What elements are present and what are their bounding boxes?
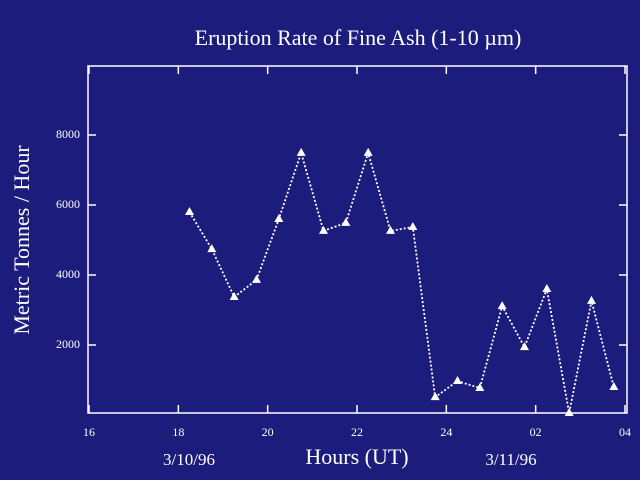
x-tick-label: 02 [530, 425, 542, 439]
data-point [520, 342, 529, 351]
data-point [363, 147, 373, 156]
data-point [564, 408, 574, 417]
data-point [319, 225, 328, 234]
y-tick-label: 2000 [56, 337, 80, 351]
data-point [453, 376, 462, 385]
date-annotation: 3/10/96 [163, 450, 215, 469]
data-point [497, 301, 507, 310]
data-point [274, 214, 284, 222]
x-tick-label: 16 [83, 425, 95, 439]
x-tick-label: 22 [351, 425, 363, 439]
data-point [475, 383, 485, 392]
y-axis-label: Metric Tonnes / Hour [9, 145, 34, 335]
data-point [542, 284, 552, 292]
date-annotation: 3/11/96 [485, 450, 536, 469]
data-point [341, 217, 351, 226]
data-point [229, 292, 239, 301]
data-point [430, 392, 440, 401]
data-point [252, 274, 261, 283]
x-axis-label: Hours (UT) [305, 444, 408, 469]
chart-title: Eruption Rate of Fine Ash (1-10 µm) [195, 25, 522, 50]
data-point [408, 222, 418, 231]
y-tick-label: 4000 [56, 267, 80, 281]
data-point [185, 207, 194, 215]
x-tick-label: 18 [172, 425, 184, 439]
x-tick-label: 04 [619, 425, 631, 439]
x-tick-label: 20 [262, 425, 274, 439]
data-point [296, 147, 306, 156]
y-tick-label: 8000 [56, 127, 80, 141]
data-point [609, 382, 619, 390]
y-tick-label: 6000 [56, 197, 80, 211]
data-point [207, 244, 217, 253]
data-line [188, 149, 615, 414]
x-tick-label: 24 [440, 425, 452, 439]
data-point [587, 295, 596, 304]
data-point [386, 225, 395, 234]
